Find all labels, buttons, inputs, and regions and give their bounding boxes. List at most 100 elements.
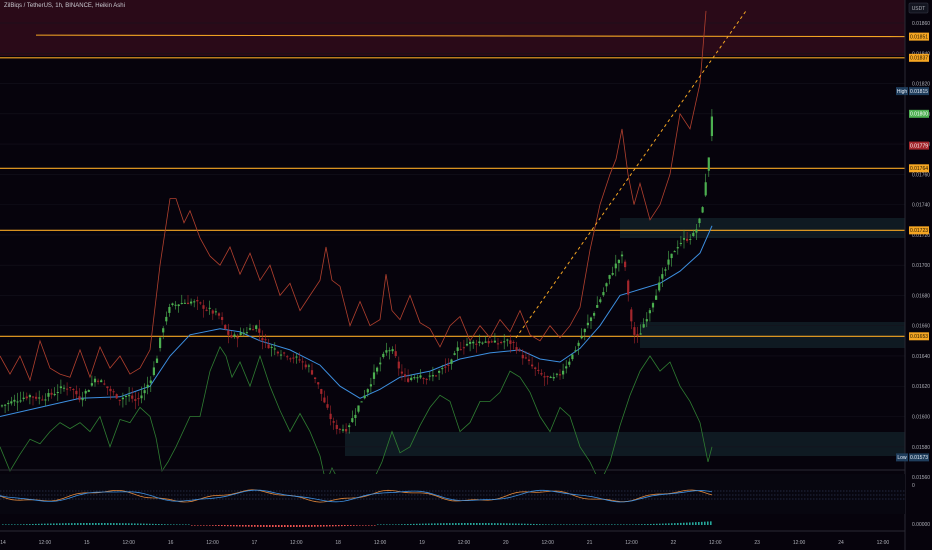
histogram-bar <box>569 524 571 525</box>
histogram-bar <box>572 524 574 525</box>
histogram-bar <box>395 524 397 525</box>
histogram-bar <box>224 525 226 527</box>
candle-body <box>87 390 90 392</box>
candle-body <box>118 399 121 401</box>
candle-body <box>140 395 143 399</box>
candle-body <box>385 350 388 353</box>
histogram-bar <box>458 523 460 525</box>
candle-body <box>66 388 69 390</box>
histogram-bar <box>14 524 16 525</box>
candle-body <box>620 254 624 257</box>
currency-badge[interactable] <box>908 2 929 14</box>
histogram-bar <box>533 523 535 525</box>
histogram-bar <box>62 523 64 525</box>
candle-body <box>31 396 35 398</box>
histogram-bar <box>359 525 361 526</box>
price-tick-label: 0.01700 <box>912 263 930 269</box>
histogram-bar <box>98 523 100 525</box>
candle-body <box>72 388 75 390</box>
candle-body <box>180 302 183 304</box>
candle-body <box>332 421 335 423</box>
histogram-bar <box>281 525 283 527</box>
candle-body <box>394 351 397 357</box>
candle-body <box>78 396 81 401</box>
candle-body <box>552 377 555 379</box>
histogram-bar <box>455 523 457 525</box>
time-tick-label: 12:00 <box>709 540 722 546</box>
candle-body <box>366 389 369 393</box>
histogram-bar <box>623 524 625 525</box>
histogram-bar <box>485 523 487 525</box>
candle-body <box>292 357 295 359</box>
price-tick-label: 0.01560 <box>912 475 930 481</box>
candle-body <box>183 302 186 304</box>
histogram-bar <box>335 525 337 527</box>
price-tag-level <box>909 53 929 62</box>
price-tag-text: 0.01653 <box>910 334 928 340</box>
histogram-bar <box>668 523 670 525</box>
histogram-bar <box>329 525 331 527</box>
oscillator-tick-label: 0.00000 <box>912 522 930 528</box>
candle-body <box>35 396 38 399</box>
histogram-bar <box>38 523 40 525</box>
histogram-bar <box>71 523 73 525</box>
histogram-bar <box>515 523 517 525</box>
histogram-bar <box>299 525 301 527</box>
ema-line <box>0 225 713 417</box>
histogram-bar <box>107 523 109 525</box>
candle-body <box>379 362 382 365</box>
candle-body <box>438 370 441 373</box>
candle-body <box>450 359 453 364</box>
candle-body <box>416 377 419 379</box>
histogram-bar <box>557 524 559 525</box>
price-tag-label-box <box>896 87 908 96</box>
histogram-bar <box>77 523 79 525</box>
candle-body <box>407 378 410 382</box>
histogram-bar <box>524 523 526 525</box>
candle-body <box>149 380 152 384</box>
histogram-bar <box>527 523 529 525</box>
histogram-bar <box>302 525 304 527</box>
histogram-bar <box>659 523 661 525</box>
histogram-bar <box>86 523 88 525</box>
histogram-bar <box>29 524 31 525</box>
candle-body <box>481 342 484 344</box>
candle-body <box>487 341 490 344</box>
histogram-bar <box>212 525 214 526</box>
candle-body <box>410 377 413 380</box>
candle-body <box>25 396 28 399</box>
candle-body <box>465 343 469 346</box>
candle-body <box>689 238 692 240</box>
histogram-bar <box>236 525 238 527</box>
candle-body <box>413 377 416 379</box>
histogram-bar <box>662 523 664 525</box>
candle-body <box>341 429 345 431</box>
histogram-bar <box>701 521 703 525</box>
histogram-bar <box>2 524 4 525</box>
histogram-bar <box>344 525 346 527</box>
candle-body <box>419 375 422 378</box>
candle-body <box>524 357 527 359</box>
candle-body <box>636 334 639 336</box>
price-tag-label-box <box>896 453 908 462</box>
candle-body <box>124 395 128 397</box>
candle-body <box>667 259 670 265</box>
candle-body <box>602 292 605 296</box>
histogram-bar <box>275 525 277 527</box>
histogram-bar <box>599 524 601 525</box>
histogram-bar <box>392 524 394 525</box>
time-tick-label: 12:00 <box>793 540 806 546</box>
histogram-bar <box>641 524 643 525</box>
candle-body <box>165 316 168 322</box>
oscillator-pane[interactable] <box>0 474 905 514</box>
oscillator <box>0 489 905 503</box>
price-tag-text: 0.01573 <box>910 455 928 461</box>
histogram-bar <box>386 524 388 525</box>
histogram-bar <box>278 525 280 527</box>
histogram-bar <box>539 524 541 525</box>
time-axis[interactable]: 14 12:00 15 12:00 16 12:00 17 12:00 18 12:00 19 12:… <box>0 540 889 546</box>
histogram-bar <box>245 525 247 527</box>
candle-body <box>69 386 72 388</box>
